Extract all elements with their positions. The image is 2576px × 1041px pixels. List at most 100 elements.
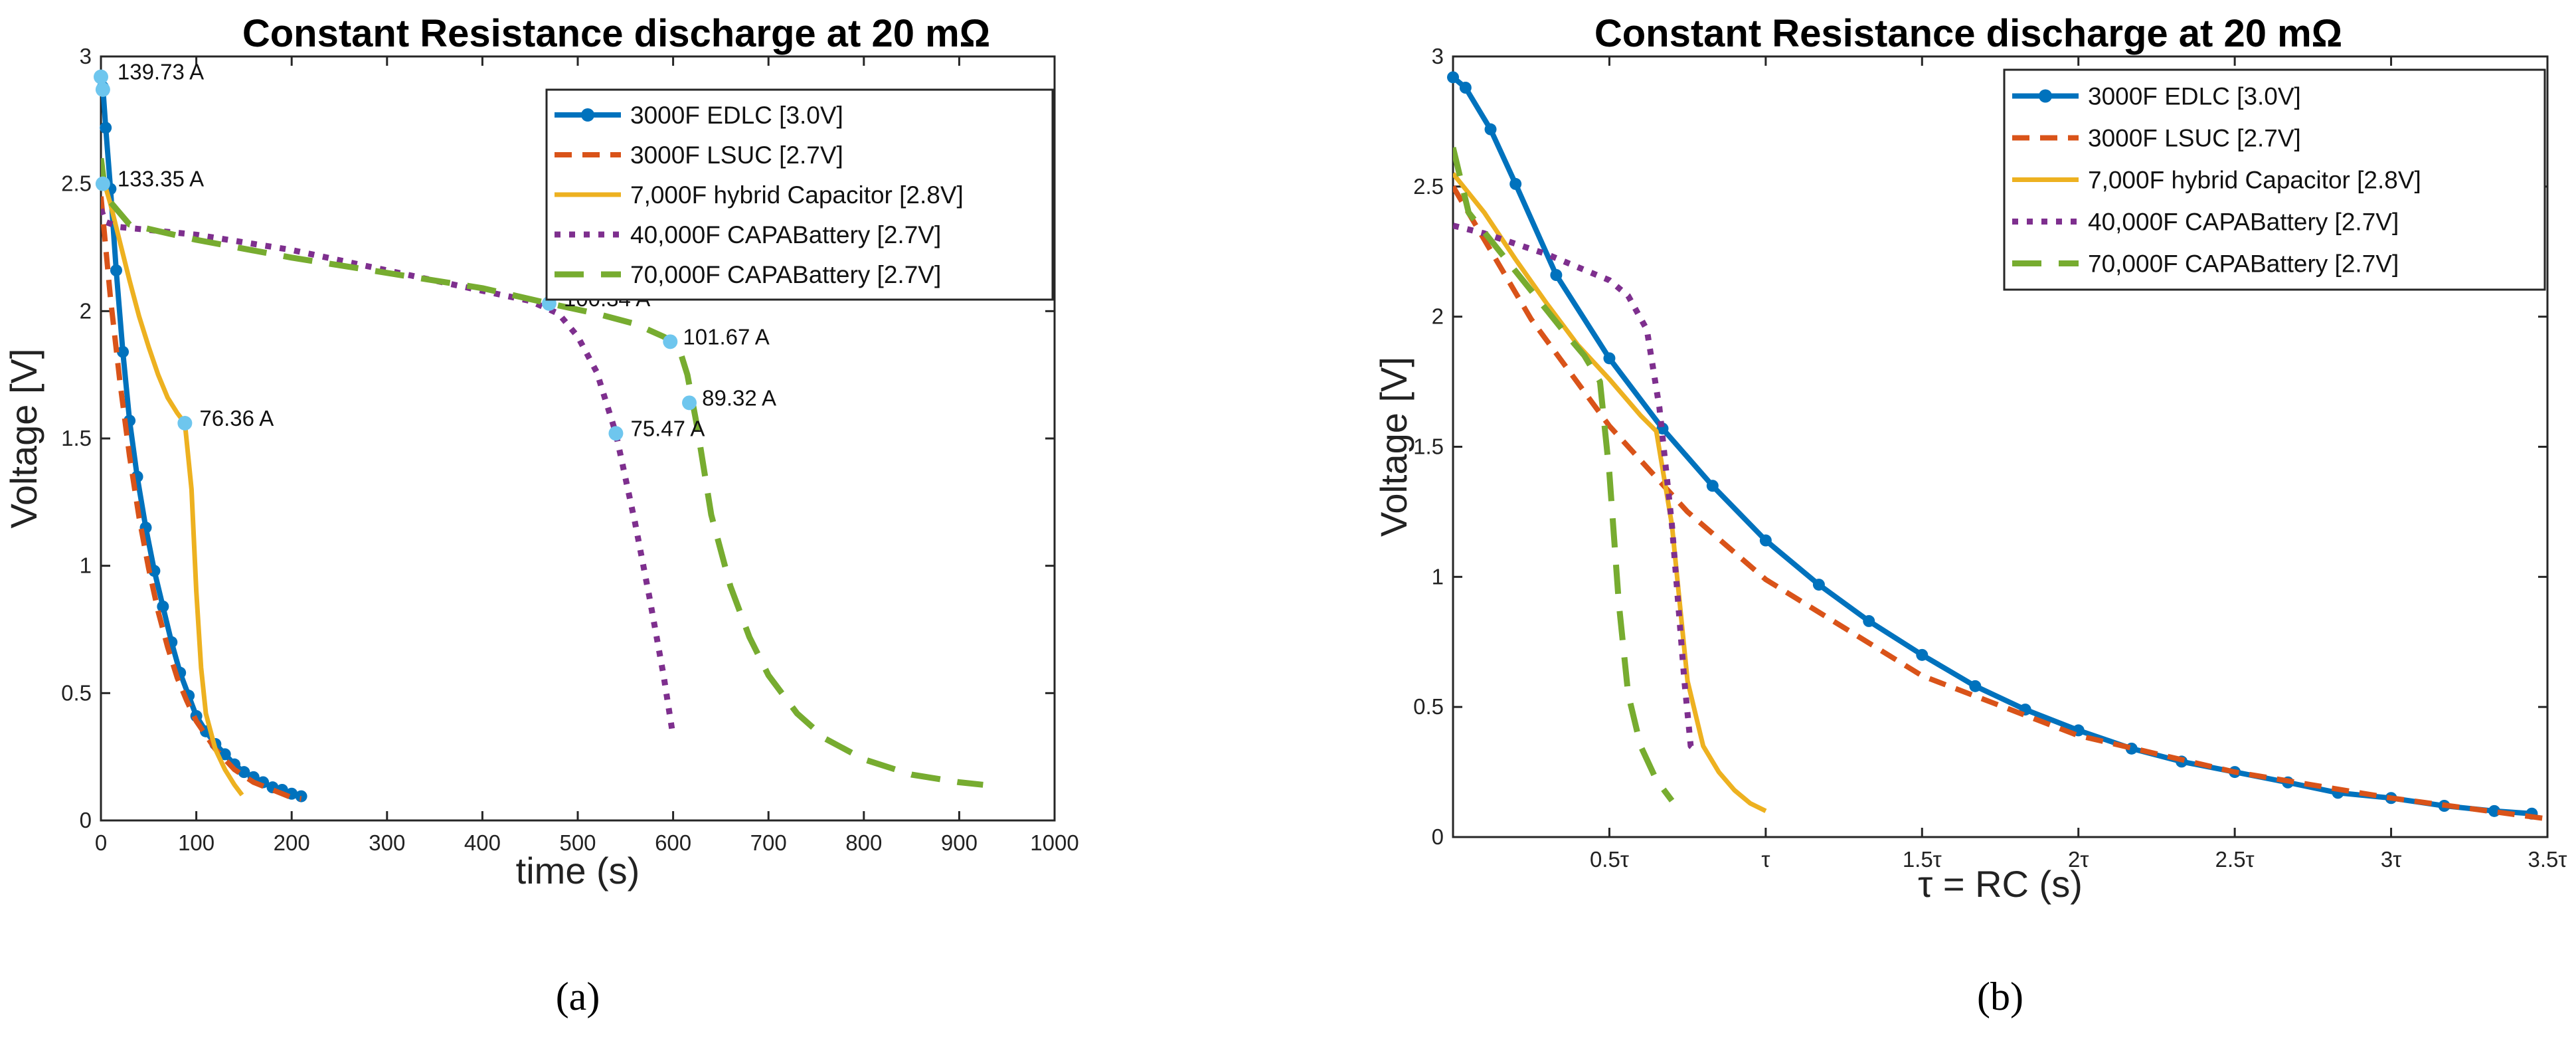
x-tick-label: 3.5τ [2528,847,2567,872]
legend-entry: 40,000F CAPABattery [2.7V] [2088,209,2399,236]
caption-a: (a) [556,975,600,1018]
x-tick-label: 1.5τ [1903,847,1942,872]
series-marker-edlc [1509,177,1522,190]
y-tick-label: 2.5 [61,171,92,196]
series-marker-edlc [1969,680,1982,692]
series-group-a [95,70,984,803]
series-line-edlc [1453,75,2532,816]
legend-entry: 70,000F CAPABattery [2.7V] [630,261,941,288]
legend-entry: 7,000F hybrid Capacitor [2.8V] [2088,167,2421,194]
series-line-lsuc [1453,185,2547,822]
x-tick-label: 400 [464,830,501,855]
data-annotation: 139.73 A [118,60,204,84]
legend-a: 3000F EDLC [3.0V] 3000F LSUC [2.7V] 7,000F… [545,88,1054,301]
legend-entry: 7,000F hybrid Capacitor [2.8V] [630,181,964,209]
series-marker-edlc [1603,352,1616,365]
x-tick-label: 700 [750,830,787,855]
legend-swatch-marker [581,108,594,122]
series-line-hybrid [1453,172,1767,813]
series-marker-edlc [1706,480,1719,492]
series-line-capa70 [1453,147,1675,803]
y-tick-label: 0 [80,808,92,832]
highlight-point [95,176,110,191]
y-tick-label: 1.5 [61,426,92,450]
series-marker-edlc [1550,269,1563,281]
highlight-point [682,395,697,411]
series-marker-edlc [1759,534,1772,547]
series-marker-edlc [110,264,122,276]
legend-entry: 70,000F CAPABattery [2.7V] [2088,250,2399,278]
highlight-markers-a [94,69,697,441]
data-annotation: 89.32 A [702,385,776,410]
series-marker-edlc [1812,579,1825,591]
y-tick-label: 0 [1432,824,1444,849]
series-marker-edlc [1447,71,1459,84]
x-tick-label: 3τ [2381,847,2401,872]
series-marker-edlc [1863,615,1875,627]
series-marker-edlc [100,122,112,134]
y-tick-label: 2 [80,298,92,323]
series-marker-edlc [157,601,169,613]
y-tick-label: 3 [1432,44,1444,68]
x-tick-label: 500 [559,830,596,855]
x-tick-label: 200 [274,830,310,855]
legend-entry: 3000F LSUC [2.7V] [630,142,843,169]
legend-entry: 3000F LSUC [2.7V] [2088,125,2301,152]
legend-entry: 3000F EDLC [3.0V] [2088,83,2301,110]
x-tick-label: 300 [369,830,405,855]
highlight-point [608,426,624,441]
x-tick-label: 600 [655,830,691,855]
x-tick-label: 1000 [1030,830,1078,855]
x-tick-label: 2.5τ [2215,847,2255,872]
data-annotation: 101.67 A [683,324,769,349]
y-axis-label-a: Voltage [V] [3,349,44,529]
legend-b: 3000F EDLC [3.0V] 3000F LSUC [2.7V] 7,000F… [2003,68,2546,291]
y-axis-label-b: Voltage [V] [1373,357,1415,537]
x-tick-label: 800 [845,830,882,855]
series-marker-edlc [1459,82,1472,94]
legend-entry: 40,000F CAPABattery [2.7V] [630,221,941,248]
y-tick-label: 0.5 [61,680,92,705]
highlight-point [94,69,108,84]
y-axis-ticks-a: 0 0.5 1 1.5 2 2.5 3 [61,44,1055,832]
series-line-capa70 [101,157,984,788]
x-tick-label: 2τ [2068,847,2089,872]
highlight-point [663,334,678,349]
y-tick-label: 1.5 [1413,434,1444,459]
data-annotation: 76.36 A [199,406,274,430]
highlight-point [177,416,193,430]
x-axis-ticks-b: 0.5τ τ 1.5τ 2τ 2.5τ 3τ 3.5τ [1590,56,2567,872]
data-annotation: 133.35 A [118,167,204,191]
caption-b: (b) [1977,975,2023,1018]
y-tick-label: 1 [1432,564,1444,589]
legend-box [545,88,1054,301]
series-marker-edlc [238,766,250,779]
legend-entry: 3000F EDLC [3.0V] [630,102,843,129]
y-tick-label: 0.5 [1413,694,1444,719]
series-marker-edlc [1484,123,1497,136]
series-marker-edlc [218,748,231,761]
y-tick-label: 2 [1432,304,1444,329]
series-marker-edlc [117,345,129,358]
data-annotation: 75.47 A [630,416,705,440]
x-tick-label: 0 [95,830,107,855]
series-group-b [1447,71,2547,822]
series-line-capa40 [1453,223,1696,751]
highlight-point [95,82,110,97]
series-line-lsuc [101,196,302,802]
chart-title-b: Constant Resistance discharge at 20 mΩ [1594,12,2342,55]
series-marker-edlc [148,565,161,577]
y-tick-label: 1 [80,553,92,578]
x-tick-label: τ [1761,847,1770,872]
x-axis-label-b: τ = RC (s) [1918,863,2083,905]
x-tick-label: 100 [178,830,215,855]
x-axis-ticks-a: 0 100 200 300 400 500 600 700 800 900 1000 [95,56,1079,855]
x-tick-label: 900 [941,830,978,855]
y-tick-label: 2.5 [1413,174,1444,199]
chart-panel-a: Constant Resistance discharge at 20 mΩ 0… [3,12,1079,1018]
chart-panel-b: Constant Resistance discharge at 20 mΩ 0… [1373,12,2567,1018]
legend-box [2003,68,2546,291]
series-marker-edlc [1916,648,1929,661]
x-tick-label: 0.5τ [1590,847,1629,872]
